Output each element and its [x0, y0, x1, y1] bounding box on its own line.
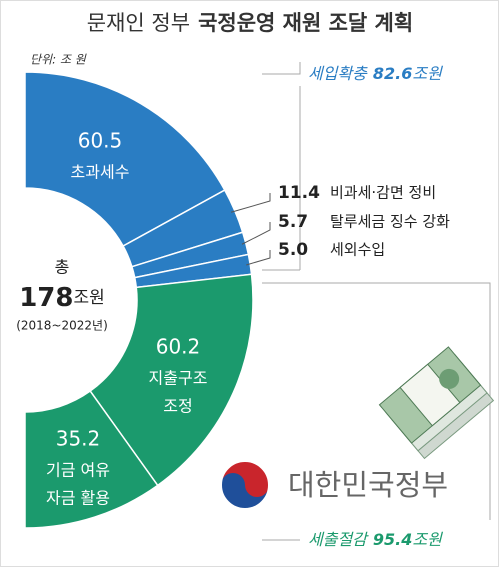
value-label: 60.5: [78, 129, 123, 153]
logo-text: 대한민국정부: [288, 468, 448, 502]
category-label: 초과세수: [71, 163, 130, 182]
group-unit: 조원: [412, 530, 443, 549]
group-name: 세입확충: [308, 64, 368, 83]
category-label: 탈루세금 징수 강화: [330, 213, 450, 231]
category-label: 자금 활용: [46, 489, 110, 508]
unit: 단위: 조 원: [30, 53, 87, 67]
logo: [220, 460, 270, 510]
value-label: 5.7: [278, 212, 308, 232]
category-label: 조정: [163, 397, 192, 416]
title-bold: 국정운영 재원 조달 계획: [198, 11, 413, 35]
value-label: 5.0: [278, 240, 308, 260]
total-unit: 조원: [74, 288, 105, 308]
bracket-line: [262, 282, 491, 520]
money-illustration: [378, 346, 495, 460]
group-value: 95.4: [373, 530, 412, 549]
group-value: 82.6: [373, 64, 412, 83]
total-value: 178: [19, 283, 73, 313]
category-label: 지출구조: [149, 369, 208, 388]
slice: [24, 390, 159, 529]
value-label: 11.4: [278, 183, 320, 203]
bracket-line: [262, 62, 301, 75]
category-label: 비과세·감면 정비: [330, 184, 436, 202]
value-label: 60.2: [156, 335, 201, 359]
center-prefix: 총: [55, 258, 70, 277]
category-label: 기금 여유: [46, 461, 110, 480]
category-label: 세외수입: [330, 241, 385, 259]
center-total: 178조원: [19, 283, 105, 313]
leader-line: [246, 250, 271, 266]
group-label: 세입확충 82.6조원: [308, 64, 443, 83]
group-unit: 조원: [412, 64, 443, 83]
group-label: 세출절감 95.4조원: [308, 530, 443, 549]
slice: [24, 71, 226, 248]
chart-title: 문재인 정부 국정운영 재원 조달 계획: [87, 11, 413, 35]
leader-line: [230, 193, 271, 213]
center-period: (2018~2022년): [16, 319, 108, 333]
slice: [89, 273, 254, 487]
title-light: 문재인 정부: [87, 11, 190, 35]
group-name: 세출절감: [308, 530, 369, 549]
leader-line: [241, 222, 271, 245]
value-label: 35.2: [56, 427, 101, 451]
